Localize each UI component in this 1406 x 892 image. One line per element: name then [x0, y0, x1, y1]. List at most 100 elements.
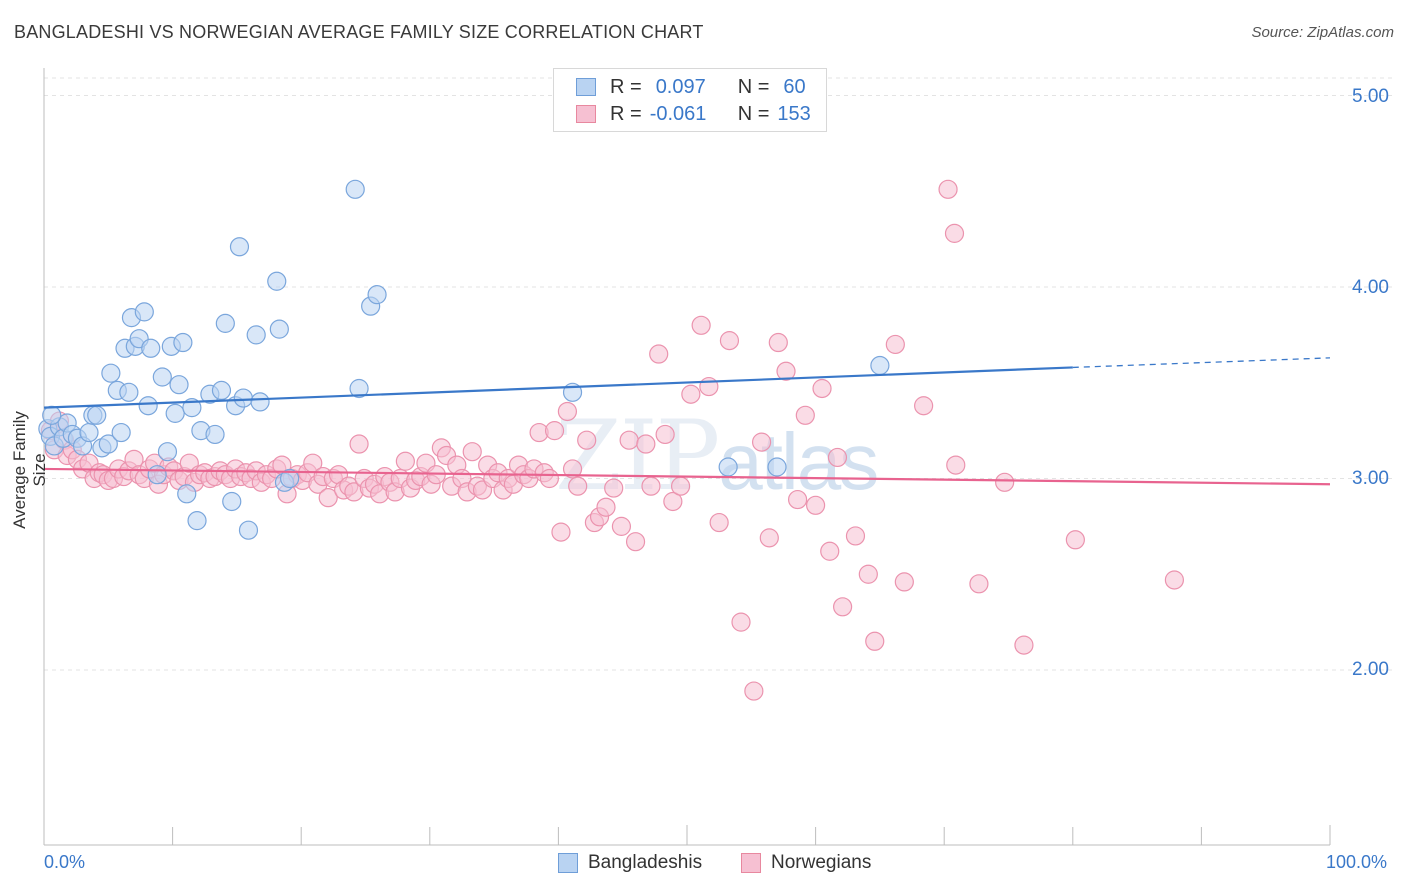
bangladeshi-point	[119, 382, 139, 402]
norwegian-point	[885, 334, 905, 355]
legend-item-norwegians: Norwegians	[741, 852, 871, 874]
bangladeshi-point	[367, 285, 387, 305]
norwegian-point	[699, 376, 719, 397]
bangladeshi-point	[98, 434, 118, 454]
norwegian-point	[625, 532, 646, 552]
norwegian-point	[731, 612, 751, 632]
bangladeshi-point	[101, 363, 121, 383]
chart-source: Source: ZipAtlas.com	[1251, 24, 1394, 41]
norwegian-point	[649, 344, 669, 364]
norwegian-point	[641, 476, 661, 496]
legend-r-label: R =	[610, 75, 642, 98]
legend-label-bangladeshis: Bangladeshis	[588, 852, 703, 873]
norwegian-point	[858, 564, 878, 584]
correlation-legend: R = 0.097 N = 60 R = -0.061 N = 153	[553, 68, 827, 132]
norwegian-point	[611, 516, 632, 536]
bangladeshi-trendline-extension	[1072, 357, 1331, 369]
norwegian-point	[551, 522, 571, 542]
legend-row-norwegians: R = -0.061 N = 153	[576, 102, 811, 126]
norwegian-point	[759, 528, 779, 548]
norwegian-point	[670, 476, 691, 496]
legend-n-label: N =	[737, 75, 770, 98]
legend-swatch-blue	[558, 853, 578, 873]
bangladeshi-point	[280, 468, 300, 489]
norwegian-point	[751, 432, 772, 452]
norwegian-point	[655, 424, 675, 445]
legend-label-norwegians: Norwegians	[771, 852, 872, 873]
norwegian-point	[744, 681, 764, 701]
norwegian-point	[663, 491, 683, 512]
legend-r-value: 0.097	[655, 75, 706, 98]
bangladeshi-point	[238, 520, 259, 540]
y-tick-label: 4.00	[1352, 277, 1389, 298]
legend-n-value: 153	[777, 102, 811, 125]
norwegian-point	[557, 401, 578, 422]
bangladeshi-point	[870, 355, 890, 376]
norwegian-point	[805, 495, 826, 515]
norwegian-point	[812, 378, 832, 399]
legend-n-value: 60	[783, 75, 806, 98]
norwegian-point	[544, 421, 565, 441]
bangladeshi-point	[147, 465, 167, 485]
norwegian-point	[562, 459, 583, 479]
norwegian-point	[865, 631, 885, 651]
legend-swatch-pink	[576, 105, 596, 123]
legend-swatch-pink	[741, 853, 761, 873]
norwegian-point	[709, 512, 729, 533]
norwegian-point	[462, 442, 482, 462]
y-tick-label: 3.00	[1352, 468, 1389, 489]
norwegian-point	[681, 384, 701, 404]
norwegian-point	[539, 468, 559, 489]
norwegian-point	[944, 223, 965, 243]
norwegian-point	[787, 489, 808, 510]
norwegian-point	[568, 476, 588, 496]
bangladeshi-point	[173, 332, 193, 353]
norwegian-point	[1065, 530, 1085, 550]
bangladeshi-point	[138, 396, 158, 416]
norwegian-point	[914, 396, 934, 416]
bangladeshi-point	[718, 457, 738, 477]
bangladeshi-point	[229, 237, 250, 257]
bangladeshi-point	[187, 511, 207, 531]
norwegian-point	[995, 472, 1015, 492]
x-axis-min-label: 0.0%	[44, 852, 86, 872]
bangladeshi-point	[205, 424, 225, 445]
norwegian-point	[820, 541, 840, 561]
norwegian-point	[604, 478, 624, 498]
bangladeshi-point	[134, 302, 154, 322]
bangladeshi-point	[165, 403, 185, 423]
legend-item-bangladeshis: Bangladeshis	[558, 852, 702, 874]
bangladeshi-trendline	[43, 366, 1073, 409]
legend-r-value: -0.061	[649, 102, 707, 125]
bangladeshi-point	[215, 313, 235, 333]
bangladeshi-point	[87, 405, 107, 425]
bangladeshi-point	[233, 388, 253, 408]
norwegian-point	[349, 434, 369, 454]
y-tick-label: 2.00	[1352, 659, 1389, 680]
bangladeshi-point	[79, 422, 99, 443]
norwegian-point	[719, 331, 740, 351]
norwegian-point	[577, 430, 597, 450]
bangladeshi-point	[169, 375, 189, 395]
legend-row-bangladeshis: R = 0.097 N = 60	[576, 75, 806, 99]
chart-title: BANGLADESHI VS NORWEGIAN AVERAGE FAMILY …	[14, 22, 704, 42]
norwegian-point	[691, 315, 711, 335]
norwegian-point	[596, 497, 616, 517]
norwegian-point	[1164, 570, 1184, 590]
norwegian-point	[845, 526, 866, 546]
bangladeshi-point	[222, 491, 242, 512]
x-axis-max-label: 100.0%	[1326, 852, 1388, 872]
norwegian-point	[969, 574, 989, 594]
norwegian-point	[619, 430, 639, 450]
norwegian-trendline	[43, 467, 1331, 486]
y-tick-label: 5.00	[1352, 86, 1389, 107]
bangladeshi-point	[345, 179, 365, 199]
y-axis-label: Average Family Size	[10, 411, 49, 529]
bangladeshi-point	[269, 319, 289, 339]
norwegian-point	[894, 572, 914, 592]
bangladeshi-point	[767, 457, 787, 477]
legend-r-label: R =	[610, 102, 642, 125]
bangladeshi-point	[177, 484, 197, 504]
norwegian-point	[946, 455, 966, 475]
